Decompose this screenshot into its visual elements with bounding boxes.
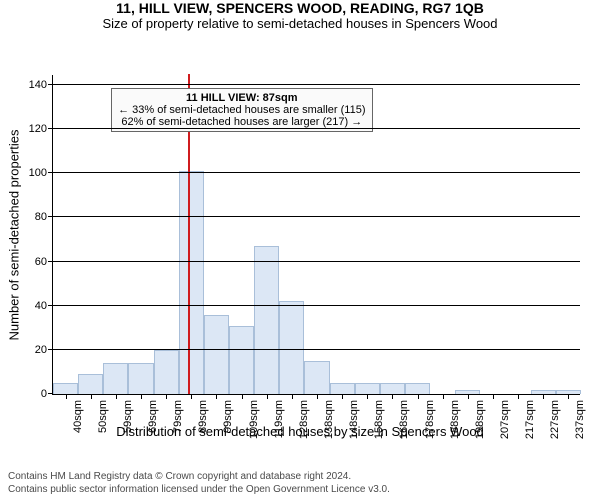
x-tick-mark <box>443 394 444 399</box>
gridline <box>53 84 580 85</box>
plot-area: 11 HILL VIEW: 87sqm ← 33% of semi-detach… <box>52 75 580 395</box>
callout-line-larger: 62% of semi-detached houses are larger (… <box>118 116 365 128</box>
attribution-footer: Contains HM Land Registry data © Crown c… <box>0 467 600 500</box>
histogram-bar <box>53 383 78 394</box>
x-tick-mark <box>543 394 544 399</box>
histogram-bar <box>254 246 279 394</box>
x-tick-mark <box>166 394 167 399</box>
x-tick-mark <box>242 394 243 399</box>
histogram-bar <box>355 383 380 394</box>
y-tick-label: 40 <box>35 300 53 312</box>
callout-line-smaller: ← 33% of semi-detached houses are smalle… <box>118 104 365 116</box>
footer-line-2: Contains public sector information licen… <box>8 484 592 497</box>
y-tick-label: 60 <box>35 256 53 268</box>
histogram-bar <box>179 171 204 394</box>
histogram-bar <box>229 326 254 394</box>
y-tick-label: 120 <box>29 123 53 135</box>
histogram-bar <box>78 374 103 394</box>
x-tick-mark <box>493 394 494 399</box>
x-tick-mark <box>317 394 318 399</box>
x-tick-mark <box>392 394 393 399</box>
x-tick-mark <box>418 394 419 399</box>
gridline <box>53 261 580 262</box>
callout-headline: 11 HILL VIEW: 87sqm <box>118 92 365 104</box>
x-tick-mark <box>367 394 368 399</box>
x-tick-mark <box>468 394 469 399</box>
y-tick-label: 20 <box>35 344 53 356</box>
page-title: 11, HILL VIEW, SPENCERS WOOD, READING, R… <box>0 0 600 16</box>
x-tick-mark <box>116 394 117 399</box>
histogram-bar <box>103 363 128 394</box>
histogram-bar <box>128 363 153 394</box>
x-tick-mark <box>66 394 67 399</box>
x-tick-mark <box>91 394 92 399</box>
y-tick-label: 80 <box>35 211 53 223</box>
histogram-bar <box>380 383 405 394</box>
x-tick-mark <box>292 394 293 399</box>
gridline <box>53 216 580 217</box>
gridline <box>53 305 580 306</box>
y-tick-label: 140 <box>29 79 53 91</box>
x-tick-mark <box>191 394 192 399</box>
x-tick-mark <box>568 394 569 399</box>
histogram-bar <box>304 361 329 394</box>
y-axis-label: Number of semi-detached properties <box>7 130 22 341</box>
gridline <box>53 128 580 129</box>
footer-line-1: Contains HM Land Registry data © Crown c… <box>8 471 592 484</box>
histogram-bar <box>405 383 430 394</box>
x-tick-mark <box>267 394 268 399</box>
histogram-bar <box>330 383 355 394</box>
x-tick-mark <box>216 394 217 399</box>
x-axis-label: Distribution of semi-detached houses by … <box>0 424 600 439</box>
histogram-bar <box>154 350 179 394</box>
page-subtitle: Size of property relative to semi-detach… <box>0 16 600 31</box>
x-tick-mark <box>342 394 343 399</box>
callout-box: 11 HILL VIEW: 87sqm ← 33% of semi-detach… <box>111 88 372 132</box>
x-tick-mark <box>518 394 519 399</box>
histogram-bar <box>204 315 229 394</box>
gridline <box>53 349 580 350</box>
histogram-bar <box>279 301 304 394</box>
y-tick-label: 100 <box>29 167 53 179</box>
x-tick-mark <box>141 394 142 399</box>
gridline <box>53 172 580 173</box>
y-tick-label: 0 <box>41 388 53 400</box>
